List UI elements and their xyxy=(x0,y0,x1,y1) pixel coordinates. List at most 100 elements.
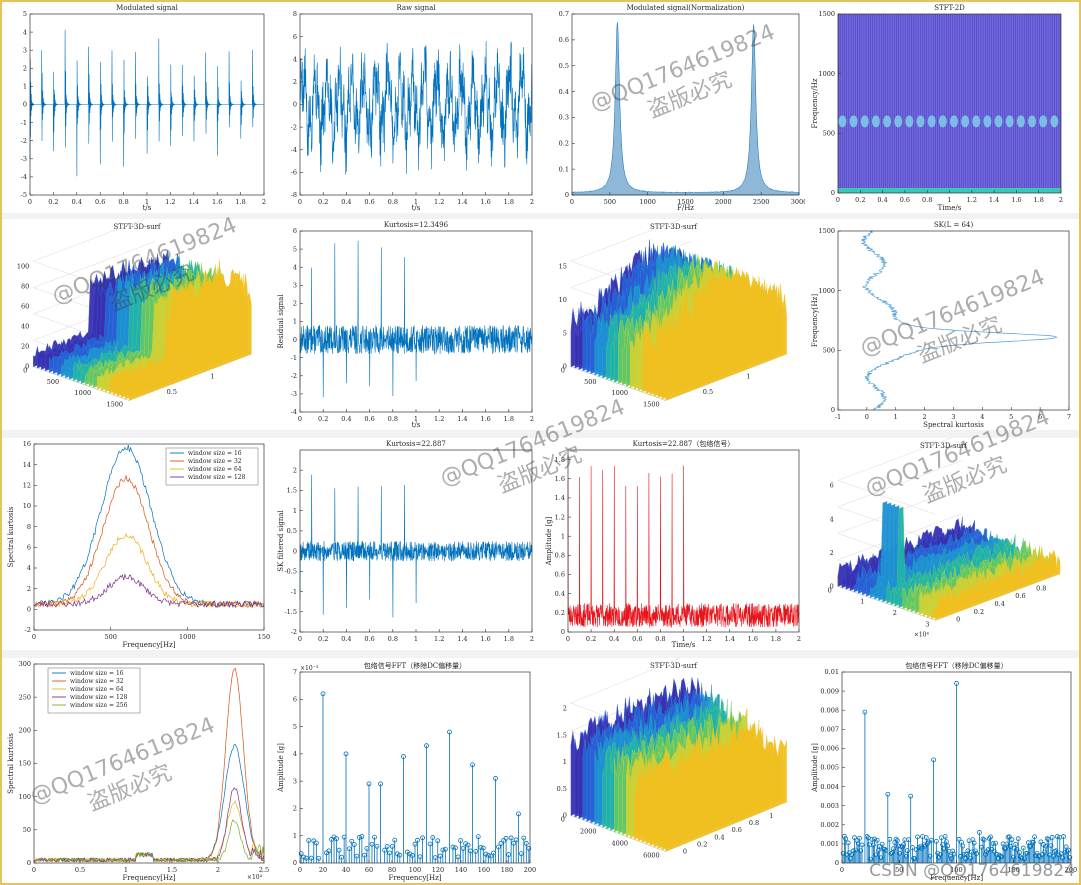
stem-marker xyxy=(1054,834,1060,839)
chart-svg: Kurtosis=12.3496 t/s Residual signal 0 0.2 0.… xyxy=(277,221,534,429)
stem-marker xyxy=(967,855,973,861)
stem-marker xyxy=(1039,852,1045,858)
stem-marker xyxy=(493,776,498,781)
surface-strip xyxy=(665,739,787,852)
x-tick-label: 1.8 xyxy=(235,198,245,206)
row-gutter-2 xyxy=(0,430,1081,438)
y-axis-label: SK filtered signal xyxy=(277,509,285,571)
x-tick-label: 20 xyxy=(319,866,327,874)
y-tick-label: 2 xyxy=(293,300,297,308)
stem-marker xyxy=(950,848,956,854)
stem-marker xyxy=(868,856,874,862)
y-tick-label: 1000 xyxy=(818,287,835,295)
x-tick-label: 180 xyxy=(501,866,513,874)
x-tick-label: 1 xyxy=(414,415,418,423)
x-tick-label: 1 xyxy=(211,373,215,381)
x-axis-label: Frequency[Hz] xyxy=(122,641,175,649)
y-tick-label: 0.6 xyxy=(555,571,565,579)
sk-curve xyxy=(861,230,1058,411)
stem-marker xyxy=(1014,847,1020,852)
axes-box xyxy=(571,13,800,196)
chart-stft-3d-surf-3: STFT-3D-surf 0 2 4 6 0 1 2 3 0 0.2 0.4 0.6 0.8 ×10⁴ xyxy=(808,438,1079,650)
stem-marker xyxy=(878,855,884,861)
z-tick-label: 60 xyxy=(21,303,29,311)
stem-marker xyxy=(343,751,349,757)
stem-marker xyxy=(440,847,446,853)
x-tick-label: 50 xyxy=(895,866,903,874)
x-tick-label: 0.5 xyxy=(703,388,713,396)
legend-entry: window size = 32 xyxy=(70,678,124,685)
stem-marker xyxy=(372,834,377,840)
stem-marker xyxy=(879,841,885,847)
stem-marker xyxy=(1038,839,1044,845)
stem-marker xyxy=(384,843,390,849)
y-tick-label: 0.4 xyxy=(559,88,569,96)
x-tick-label: 0.6 xyxy=(95,198,105,206)
heatmap-hotspot xyxy=(983,115,992,128)
stem-marker xyxy=(897,850,903,856)
x-tick-label: 1.2 xyxy=(701,635,711,643)
chart-stft-3d-surf-2: STFT-3D-surf 0 5 10 15 0 500 1000 1500 0.5 1 xyxy=(542,219,805,430)
heatmap-hotspot xyxy=(961,115,970,128)
y-tick-label: 0.007 xyxy=(820,726,839,734)
y-tick-label: 2 xyxy=(27,585,31,593)
x-tick-label: 1.8 xyxy=(771,635,781,643)
axes-box xyxy=(33,443,265,631)
x-tick-label: 1.8 xyxy=(1034,196,1044,204)
x-tick-label: 160 xyxy=(478,866,490,874)
y-tick-label: -1 xyxy=(291,354,297,362)
stem-marker xyxy=(450,844,456,850)
x-axis-label: Frequency[Hz] xyxy=(388,874,441,882)
x-tick-label: 0 xyxy=(956,616,960,624)
stem-marker xyxy=(329,837,334,842)
stem-marker xyxy=(435,838,441,844)
stem-marker xyxy=(983,851,988,857)
chart-svg: Modulated signal(Normalization) F/Hz 0 500 1… xyxy=(559,4,805,212)
z-tick-label: 20 xyxy=(21,343,29,351)
x-tick-label: 0.8 xyxy=(388,198,398,206)
chart-spectral-kurtosis-l64: SK(L = 64) Spectral kurtosis Frequency[Hz]… xyxy=(808,219,1079,430)
x-tick-label: 6 xyxy=(1038,413,1042,421)
x-tick-label: 0.2 xyxy=(855,196,865,204)
x-tick-label: 2 xyxy=(262,198,266,206)
legend-entry: window size = 256 xyxy=(70,702,128,709)
x-tick-label: 1 xyxy=(894,413,898,421)
legend-entry: window size = 32 xyxy=(188,458,242,465)
y-tick-label: 500 xyxy=(823,130,835,138)
plot-area xyxy=(29,29,264,177)
x-tick-label: 200 xyxy=(524,866,536,874)
y-tick-label: 200 xyxy=(19,727,31,735)
stem-marker xyxy=(417,854,423,860)
y-tick-label: 4 xyxy=(27,564,31,572)
stem-marker xyxy=(1059,855,1065,861)
y-tick-label: 6 xyxy=(293,695,297,703)
z-tick-label: 2 xyxy=(563,705,567,713)
axes-box xyxy=(29,13,265,196)
y-tick-label: 0 xyxy=(561,816,565,824)
stem-marker xyxy=(351,842,357,847)
stem-marker xyxy=(912,856,918,862)
heatmap-hotspot xyxy=(1028,115,1037,128)
stem-marker xyxy=(1049,835,1055,840)
x-tick-label: 2 xyxy=(530,635,534,643)
signal-trace xyxy=(299,40,533,175)
stem-marker xyxy=(1044,836,1050,841)
y-tick-label: 1 xyxy=(293,832,297,840)
chart-title: Kurtosis=22.887 xyxy=(386,440,446,448)
chart-svg: 包络信号FFT（移除DC偏移量） Frequency[Hz] Amplitude [… xyxy=(277,661,536,882)
legend-entry: window size = 64 xyxy=(70,686,124,693)
y-tick-label: 2 xyxy=(893,609,897,617)
y-axis-label: Residual signal xyxy=(277,294,285,349)
x-axis-label: Frequency[Hz] xyxy=(122,874,175,882)
y-tick-label: 0.2 xyxy=(559,139,569,147)
stem-marker xyxy=(935,850,941,856)
y-tick-label: 10 xyxy=(23,502,31,510)
stem-marker xyxy=(1053,848,1059,854)
chart-stft-2d: STFT-2D Time/s Frequency/Hz 0 0.2 0.4 0.6 0.8 1 1… xyxy=(808,2,1079,213)
x-tick-label: 2 xyxy=(797,635,801,643)
chart-title: 包络信号FFT（移除DC偏移量） xyxy=(905,661,1007,670)
y-tick-label: 0 xyxy=(565,191,569,199)
stem-marker xyxy=(927,853,933,859)
stem-marker xyxy=(389,843,395,849)
stem-marker xyxy=(843,836,849,842)
